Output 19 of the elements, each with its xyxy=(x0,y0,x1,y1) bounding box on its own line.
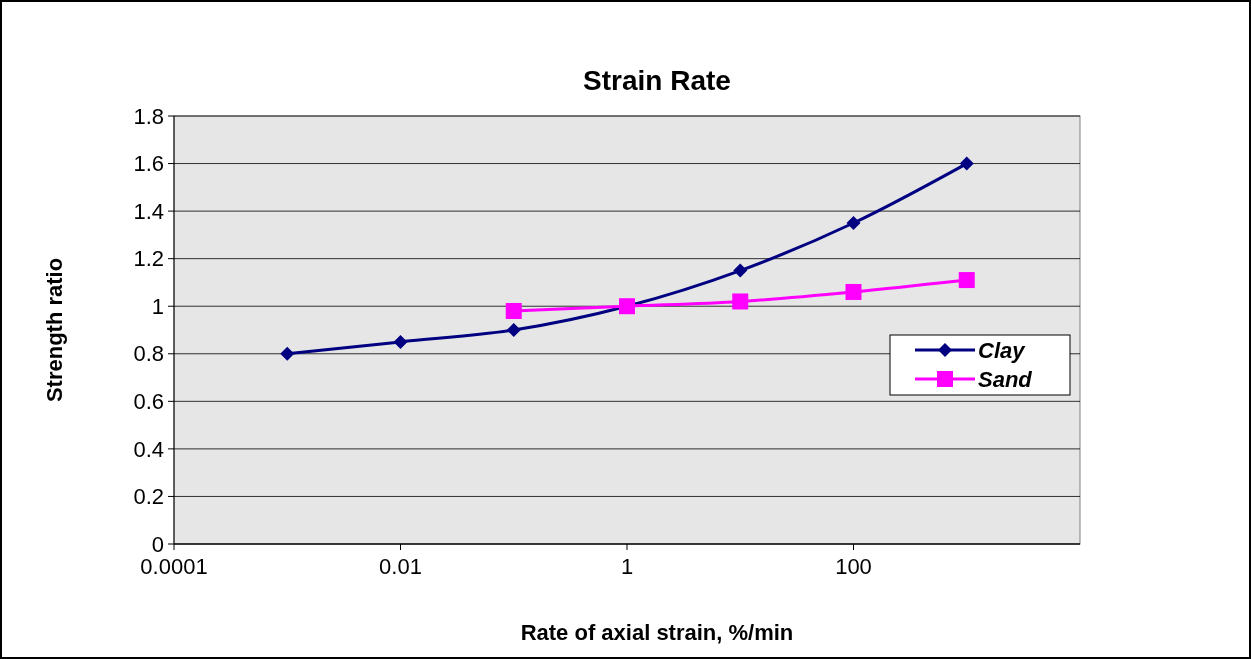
y-tick-label: 1 xyxy=(151,293,164,319)
y-tick-label: 0.2 xyxy=(133,484,164,510)
y-tick-label: 0.4 xyxy=(133,436,164,462)
x-tick-label: 1 xyxy=(620,554,634,579)
y-tick-label: 1.6 xyxy=(133,151,164,177)
y-tick-label: 0.6 xyxy=(133,389,164,415)
x-axis-title: Rate of axial strain, %/min xyxy=(520,620,794,645)
x-tick-label: 100 xyxy=(835,554,872,579)
legend-label: Clay xyxy=(978,337,1027,363)
y-tick-label: 1.2 xyxy=(133,246,164,272)
chart-title: Strain Rate xyxy=(583,65,731,96)
legend-label: Sand xyxy=(978,366,1033,392)
y-tick-label: 0 xyxy=(151,531,164,557)
y-tick-label: 1.4 xyxy=(133,198,164,224)
x-tick-label: 0.0001 xyxy=(140,554,208,579)
y-tick-label: 0.8 xyxy=(133,341,164,367)
y-axis-title: Strength ratio xyxy=(42,257,67,403)
x-tick-label: 0.01 xyxy=(379,554,422,579)
y-tick-label: 1.8 xyxy=(133,103,164,129)
